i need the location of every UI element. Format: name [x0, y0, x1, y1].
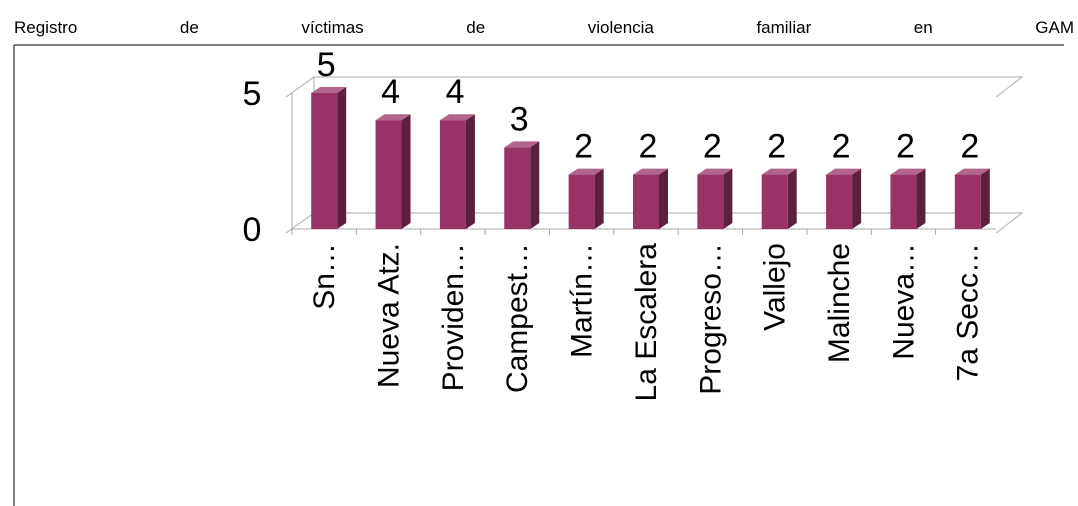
- value-label: 2: [960, 128, 979, 166]
- bar: [890, 174, 917, 229]
- bar-top: [890, 168, 926, 175]
- bar-top: [954, 168, 990, 175]
- x-tick-label: La Escalera: [630, 243, 663, 402]
- x-tick-label: Providen…: [437, 243, 470, 391]
- y-tick-label: 5: [243, 75, 262, 113]
- value-label: 4: [445, 73, 464, 111]
- x-tick-label: Campest…: [501, 243, 534, 393]
- value-label: 2: [896, 128, 915, 166]
- value-label: 2: [574, 128, 593, 166]
- bar: [633, 174, 659, 229]
- x-tick-label: Nueva Atz.: [372, 243, 405, 388]
- bar-side: [852, 168, 862, 229]
- x-tick-label: Vallejo: [759, 243, 792, 331]
- y-tick-label: 0: [243, 211, 262, 249]
- bar-top: [504, 141, 540, 148]
- bar-top: [375, 114, 411, 121]
- bar-side: [401, 114, 411, 229]
- bar-top: [761, 168, 797, 175]
- bar-side: [465, 114, 475, 229]
- value-label: 2: [639, 128, 658, 166]
- bar-top: [311, 87, 347, 93]
- bar: [439, 120, 466, 229]
- value-label: 2: [767, 128, 786, 166]
- value-label: 2: [832, 128, 851, 166]
- bar: [697, 174, 724, 229]
- bar: [311, 93, 338, 229]
- bar: [761, 174, 788, 229]
- bar: [954, 174, 981, 229]
- bar-top: [697, 168, 733, 175]
- grid-line: [285, 76, 1024, 98]
- bar-top: [826, 168, 862, 175]
- x-tick-label: Martín…: [566, 243, 599, 358]
- value-label: 3: [510, 100, 529, 138]
- value-label: 5: [317, 46, 336, 84]
- bar-side: [980, 168, 990, 229]
- value-label: 4: [381, 73, 400, 111]
- bar-side: [916, 168, 926, 229]
- bar-side: [594, 168, 604, 229]
- bar-top: [633, 168, 668, 175]
- x-tick-label: Nueva…: [887, 243, 920, 360]
- x-tick-label: Sn…: [308, 243, 341, 310]
- value-label: 2: [703, 128, 722, 166]
- bar: [826, 174, 853, 229]
- bar-top: [568, 168, 604, 175]
- bar-side: [530, 141, 540, 229]
- x-tick-label: Progreso…: [694, 243, 727, 395]
- bar-side: [787, 168, 797, 229]
- bar: [504, 147, 531, 229]
- bar-top: [439, 114, 475, 121]
- bar: [375, 120, 402, 229]
- bar-side: [337, 87, 347, 229]
- bar-side: [723, 168, 733, 229]
- x-tick-label: Malinche: [823, 243, 856, 363]
- x-tick-label: 7a Secc…: [952, 243, 985, 381]
- bar: [568, 174, 595, 229]
- bar-side: [659, 168, 668, 229]
- chart-title: Registro de víctimas de violencia famili…: [14, 18, 1074, 37]
